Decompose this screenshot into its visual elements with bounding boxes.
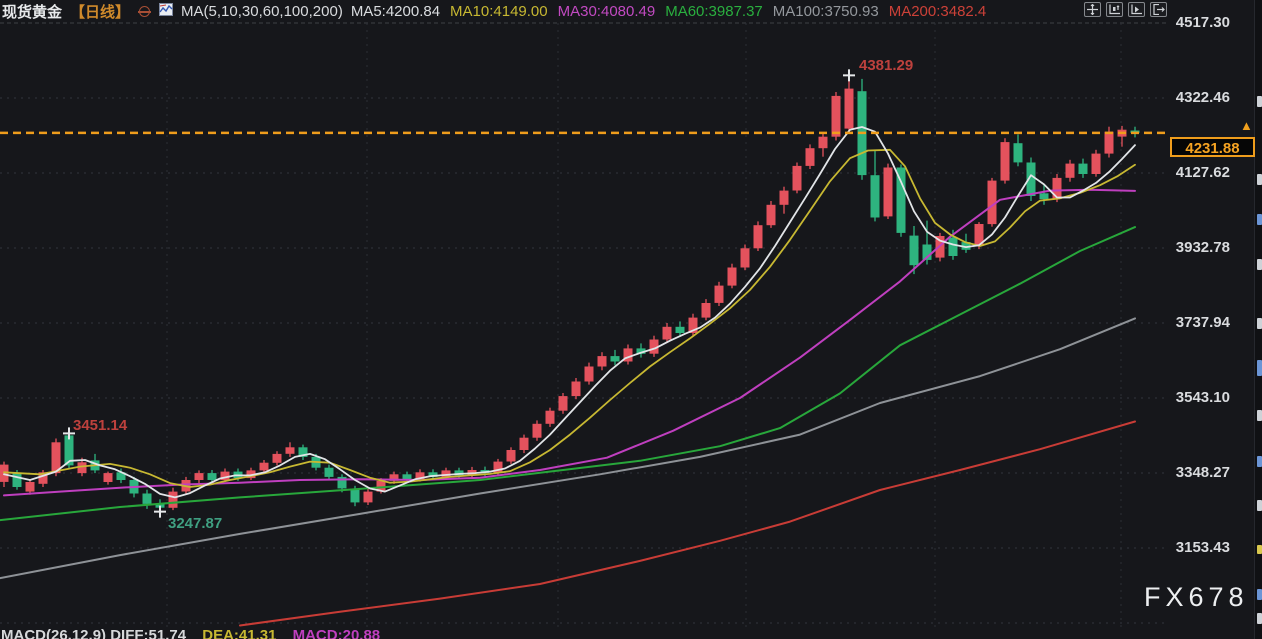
clipped-text-fragment	[1257, 174, 1262, 185]
period-selector[interactable]: 【日线】	[70, 4, 131, 21]
clipped-text-fragment	[1257, 613, 1262, 624]
ma-value-ma100: MA100:3750.93	[772, 3, 879, 20]
symbol-name: 现货黄金	[2, 4, 63, 21]
price-axis-label: 4517.30	[1175, 14, 1230, 31]
ma-value-ma30: MA30:4080.49	[557, 3, 656, 20]
clipped-text-fragment	[1257, 500, 1262, 511]
clipped-text-fragment	[1257, 360, 1262, 376]
price-axis-label: 3932.78	[1175, 239, 1230, 256]
axis-scale-icon[interactable]	[1106, 2, 1123, 17]
price-annotation: 3247.87	[168, 514, 223, 532]
macd-dea-label: DEA:41.31	[202, 627, 277, 639]
chart-toolbar	[1084, 2, 1167, 17]
price-axis-label: 3543.10	[1175, 389, 1230, 406]
clipped-text-fragment	[1257, 259, 1262, 270]
macd-diff-label: MACD(26,12,9) DIFF:51.74	[1, 627, 187, 639]
clipped-text-fragment	[1257, 318, 1262, 329]
ma-value-ma10: MA10:4149.00	[450, 3, 548, 20]
price-axis-label: 3153.43	[1175, 539, 1230, 556]
price-axis-label: 4127.62	[1175, 164, 1230, 181]
indicator-toggle-icon[interactable]	[138, 5, 152, 18]
clipped-text-fragment	[1257, 545, 1262, 554]
ma-values-row: MA5:4200.84 MA10:4149.00 MA30:4080.49 MA60:…	[351, 3, 986, 20]
crosshair-move-icon[interactable]	[1084, 2, 1101, 17]
axis-play-icon[interactable]	[1128, 2, 1145, 17]
price-axis-label: 3348.27	[1175, 464, 1230, 481]
clipped-text-fragment	[1257, 456, 1262, 467]
clipped-text-fragment	[1257, 589, 1262, 600]
clipped-text-fragment	[1257, 96, 1262, 107]
ma-value-ma200: MA200:3482.4	[888, 3, 987, 20]
price-axis-label: 4322.46	[1175, 89, 1230, 106]
clipped-text-fragment	[1257, 410, 1262, 421]
watermark: FX678	[1144, 582, 1249, 612]
ma-value-ma60: MA60:3987.37	[665, 3, 763, 20]
chart-header: 现货黄金 【日线】 MA(5,10,30,60,100,200) MA5:420…	[2, 2, 986, 21]
current-price-box: 4231.88	[1170, 137, 1255, 157]
macd-status-bar: MACD(26,12,9) DIFF:51.74 DEA:41.31 MACD:…	[1, 627, 380, 639]
ma-value-ma5: MA5:4200.84	[350, 3, 441, 20]
price-axis-label: 3737.94	[1175, 314, 1230, 331]
chart-thumbnail-icon[interactable]	[159, 3, 174, 20]
clipped-side-panel-edge	[1254, 0, 1262, 639]
clipped-text-fragment	[1257, 214, 1262, 225]
ma-params-label: MA(5,10,30,60,100,200)	[181, 3, 343, 20]
macd-value-label: MACD:20.88	[292, 627, 381, 639]
price-annotation: 4381.29	[859, 57, 914, 75]
exit-right-icon[interactable]	[1150, 2, 1167, 17]
price-up-arrow-icon: ▲	[1240, 118, 1253, 133]
price-annotation: 3451.14	[73, 417, 128, 435]
